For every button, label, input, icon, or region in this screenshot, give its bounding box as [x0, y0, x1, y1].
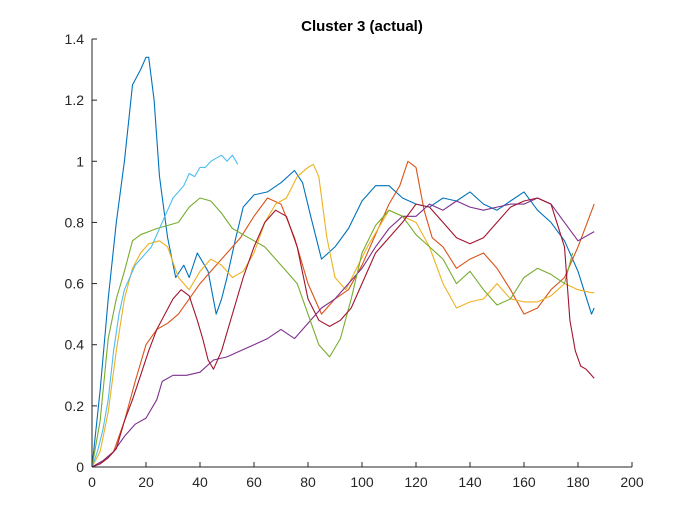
series-line-6 [91, 154, 239, 468]
x-tick-label: 140 [458, 474, 482, 490]
x-tick-label: 40 [192, 474, 208, 490]
series-line-7 [91, 197, 595, 468]
y-tick-label: 0 [76, 459, 84, 475]
series-line-2 [91, 160, 595, 468]
series-line-5 [91, 197, 574, 468]
x-tick-label: 200 [620, 474, 644, 490]
x-tick-label: 100 [350, 474, 374, 490]
x-tick-label: 60 [246, 474, 262, 490]
y-tick-label: 1.2 [65, 92, 85, 108]
series-line-4 [91, 197, 595, 468]
x-tick-label: 120 [404, 474, 428, 490]
x-tick-label: 80 [300, 474, 316, 490]
x-tick-label: 180 [566, 474, 590, 490]
axes: 0 20 40 60 80 100 120 140 160 180 200 0 0.2 0.4 0.6 0.8… [65, 31, 644, 490]
y-tick-label: 0.8 [65, 214, 85, 230]
x-tick-label: 20 [138, 474, 154, 490]
y-tick-label: 1 [76, 153, 84, 169]
series-line-1 [91, 56, 595, 468]
x-tick-label: 0 [88, 474, 96, 490]
plot-series [91, 56, 595, 468]
y-tick-label: 1.4 [65, 31, 85, 47]
series-line-3 [91, 163, 595, 468]
x-tick-label: 160 [512, 474, 536, 490]
y-tick-label: 0.6 [65, 276, 85, 292]
chart-title: Cluster 3 (actual) [301, 18, 423, 35]
y-tick-label: 0.2 [65, 398, 85, 414]
y-tick-label: 0.4 [65, 337, 85, 353]
